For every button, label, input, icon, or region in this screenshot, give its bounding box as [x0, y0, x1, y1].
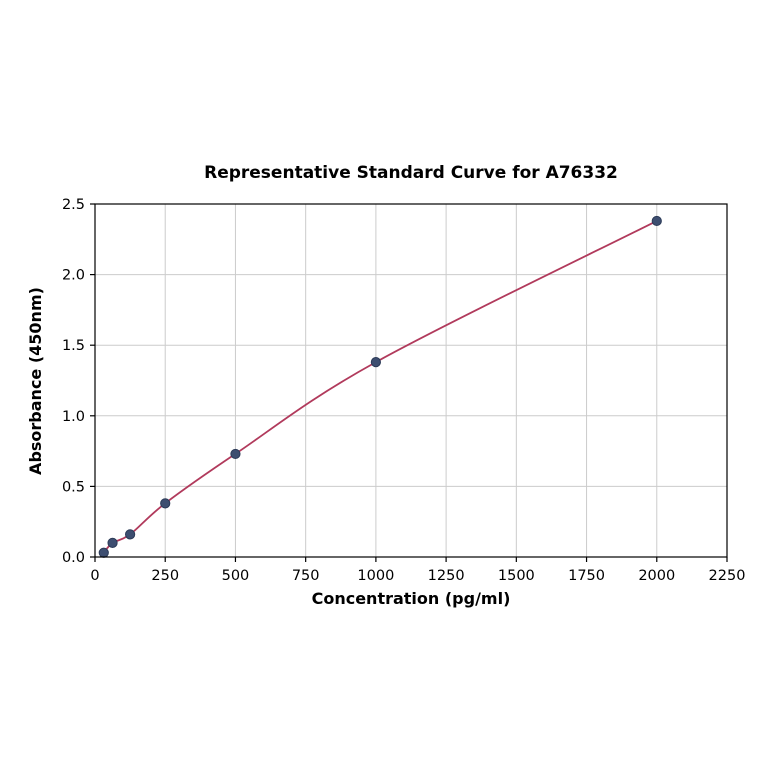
- x-tick-label: 1500: [498, 568, 535, 584]
- data-point: [125, 529, 136, 540]
- y-tick-label: 0.0: [62, 550, 85, 566]
- data-point: [651, 215, 662, 227]
- x-tick-label: 1750: [568, 568, 605, 584]
- y-tick-label: 1.5: [62, 338, 85, 354]
- data-point: [98, 547, 109, 558]
- x-tick-label: 2000: [638, 568, 675, 584]
- data-point: [230, 448, 241, 460]
- plot-border: [94, 203, 728, 558]
- y-tick-label: 0.5: [62, 479, 85, 495]
- x-tick-label: 1000: [357, 568, 394, 584]
- x-tick-label: 1250: [428, 568, 465, 584]
- x-axis-label: Concentration (pg/ml): [312, 589, 511, 608]
- y-tick-label: 2.5: [62, 197, 85, 213]
- y-tick-label: 2.0: [62, 268, 85, 284]
- chart-title: Representative Standard Curve for A76332: [204, 163, 618, 183]
- x-tick-label: 2250: [709, 568, 746, 584]
- x-tick-label: 250: [151, 568, 179, 584]
- x-tick-label: 750: [292, 568, 320, 584]
- y-axis-label: Absorbance (450nm): [26, 287, 45, 475]
- data-point: [370, 357, 381, 368]
- x-tick-label: 500: [222, 568, 250, 584]
- x-tick-label: 0: [90, 568, 99, 584]
- plot-background: [95, 204, 727, 557]
- plot-body: 0 250 500 750 1000 1250 1500 1750 2000 2250 0.0 0.5…: [62, 197, 746, 584]
- y-tick-label: 1.0: [62, 409, 85, 425]
- data-point: [107, 537, 118, 548]
- data-point: [160, 498, 171, 509]
